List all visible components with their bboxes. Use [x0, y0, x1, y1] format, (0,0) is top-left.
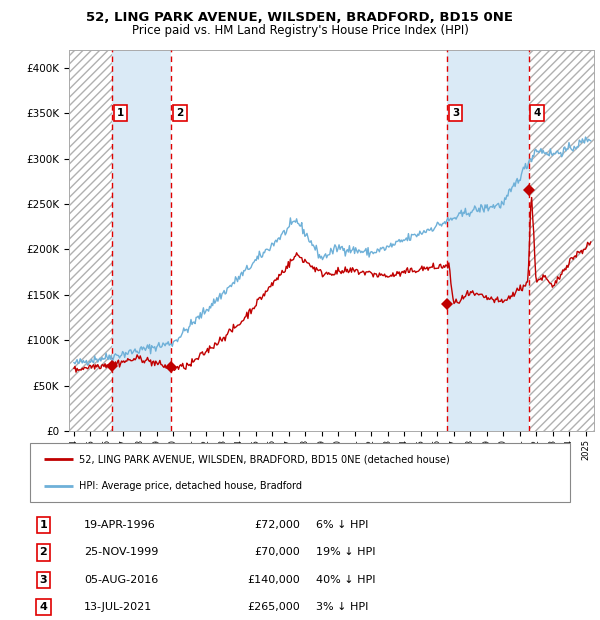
Text: 3: 3	[452, 108, 459, 118]
Text: 6% ↓ HPI: 6% ↓ HPI	[316, 520, 368, 530]
Bar	[447, 50, 529, 431]
FancyBboxPatch shape	[30, 443, 570, 502]
Text: £72,000: £72,000	[254, 520, 300, 530]
Text: 52, LING PARK AVENUE, WILSDEN, BRADFORD, BD15 0NE: 52, LING PARK AVENUE, WILSDEN, BRADFORD,…	[86, 11, 514, 24]
Text: 19-APR-1996: 19-APR-1996	[84, 520, 156, 530]
Text: Price paid vs. HM Land Registry's House Price Index (HPI): Price paid vs. HM Land Registry's House …	[131, 24, 469, 37]
Text: 1: 1	[40, 520, 47, 530]
Text: £140,000: £140,000	[247, 575, 300, 585]
Text: HPI: Average price, detached house, Bradford: HPI: Average price, detached house, Brad…	[79, 481, 302, 491]
Text: 25-NOV-1999: 25-NOV-1999	[84, 547, 158, 557]
Bar	[112, 50, 172, 431]
Text: 05-AUG-2016: 05-AUG-2016	[84, 575, 158, 585]
Text: 4: 4	[533, 108, 541, 118]
Text: 2: 2	[176, 108, 184, 118]
Text: 1: 1	[117, 108, 124, 118]
Text: 40% ↓ HPI: 40% ↓ HPI	[316, 575, 376, 585]
Bar	[69, 50, 112, 431]
Bar	[529, 50, 594, 431]
Text: 13-JUL-2021: 13-JUL-2021	[84, 602, 152, 612]
Text: 52, LING PARK AVENUE, WILSDEN, BRADFORD, BD15 0NE (detached house): 52, LING PARK AVENUE, WILSDEN, BRADFORD,…	[79, 454, 449, 464]
Text: 4: 4	[40, 602, 47, 612]
Text: 3: 3	[40, 575, 47, 585]
Text: £265,000: £265,000	[247, 602, 300, 612]
Text: 19% ↓ HPI: 19% ↓ HPI	[316, 547, 376, 557]
Text: £70,000: £70,000	[254, 547, 300, 557]
Text: 3% ↓ HPI: 3% ↓ HPI	[316, 602, 368, 612]
Bar	[172, 50, 447, 431]
Text: 2: 2	[40, 547, 47, 557]
